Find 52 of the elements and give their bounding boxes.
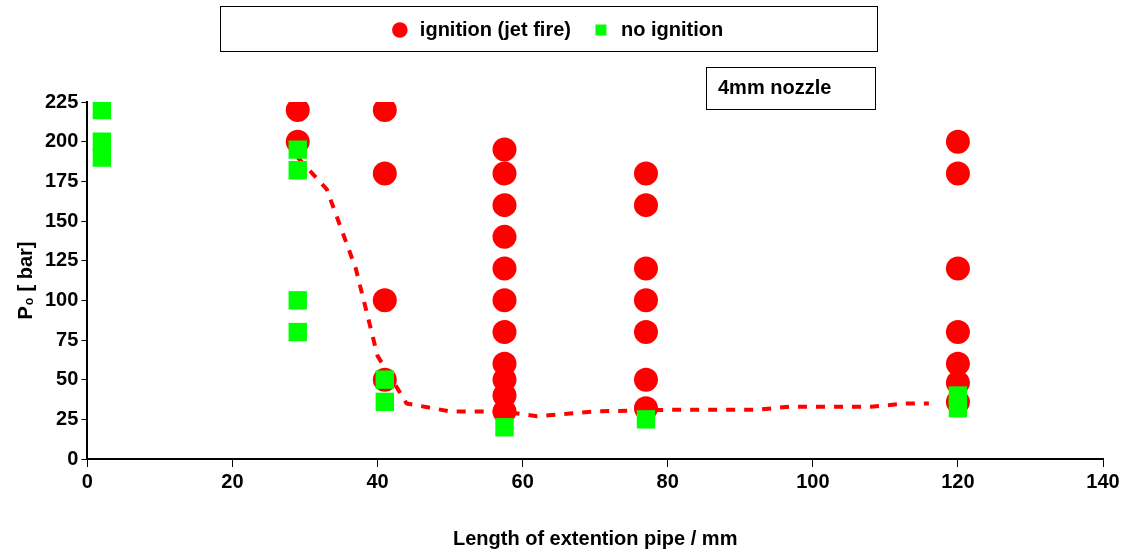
- y-tick-label: 100: [44, 287, 79, 310]
- text: 4mm nozzle: [718, 75, 832, 98]
- point: [945, 320, 970, 345]
- point: [633, 193, 658, 218]
- x-tick-label: 120: [941, 469, 975, 492]
- point: [288, 291, 307, 310]
- point: [288, 322, 307, 342]
- point: [945, 161, 970, 186]
- point: [636, 410, 656, 429]
- point: [288, 140, 307, 159]
- y-axis-title: P₀ [ bar]: [13, 241, 36, 320]
- y-tick-label: 0: [67, 446, 79, 469]
- x-tick-label: 140: [1086, 469, 1120, 492]
- x-tick-label: 40: [366, 469, 389, 492]
- point: [633, 367, 658, 392]
- point: [492, 320, 517, 345]
- x-tick-label: 0: [81, 469, 93, 492]
- y-tick-label: 200: [44, 129, 79, 152]
- legend-label: ignition (jet fire): [419, 17, 571, 40]
- x-tick-label: 60: [511, 469, 534, 492]
- x-tick-label: 100: [796, 469, 830, 492]
- point: [945, 256, 970, 281]
- x-axis-title: Length of extention pipe / mm: [452, 526, 738, 549]
- point: [372, 288, 397, 313]
- point: [92, 102, 112, 120]
- point: [492, 137, 517, 162]
- point: [492, 288, 517, 313]
- point: [945, 129, 970, 154]
- point: [288, 161, 307, 180]
- point: [633, 320, 658, 345]
- point: [92, 148, 112, 167]
- x-tick-label: 20: [221, 469, 244, 492]
- point: [492, 224, 517, 249]
- y-tick-label: 150: [44, 208, 79, 231]
- y-tick-label: 25: [56, 406, 79, 429]
- point: [633, 161, 658, 186]
- point: [633, 256, 658, 281]
- y-tick-label: 125: [44, 248, 79, 271]
- y-tick-label: 225: [44, 89, 79, 112]
- point: [495, 418, 514, 437]
- point: [633, 288, 658, 313]
- point: [492, 256, 517, 281]
- point: [375, 392, 394, 412]
- y-tick-label: 50: [56, 367, 79, 390]
- y-tick-label: 75: [56, 327, 79, 350]
- point: [372, 161, 397, 186]
- point: [948, 399, 968, 418]
- point: [492, 193, 517, 218]
- x-tick-label: 80: [656, 469, 679, 492]
- point: [492, 161, 517, 186]
- legend-label: no ignition: [620, 17, 724, 40]
- y-tick-label: 175: [44, 168, 79, 191]
